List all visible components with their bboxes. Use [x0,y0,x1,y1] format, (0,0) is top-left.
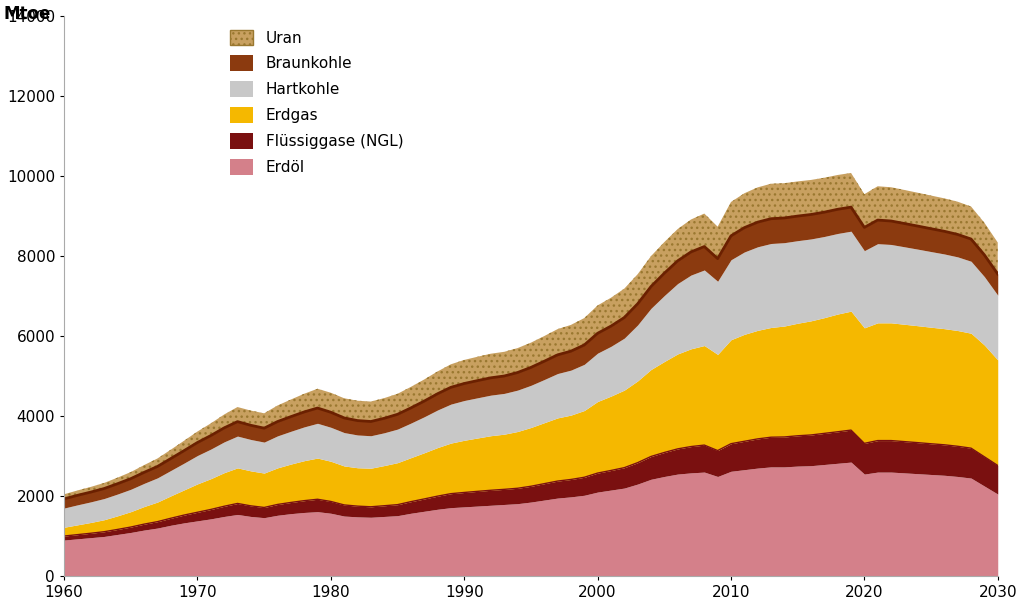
Text: Mtoe: Mtoe [3,5,51,23]
Legend: Uran, Braunkohle, Hartkohle, Erdgas, Flüssiggase (NGL), Erdöl: Uran, Braunkohle, Hartkohle, Erdgas, Flü… [230,30,403,175]
